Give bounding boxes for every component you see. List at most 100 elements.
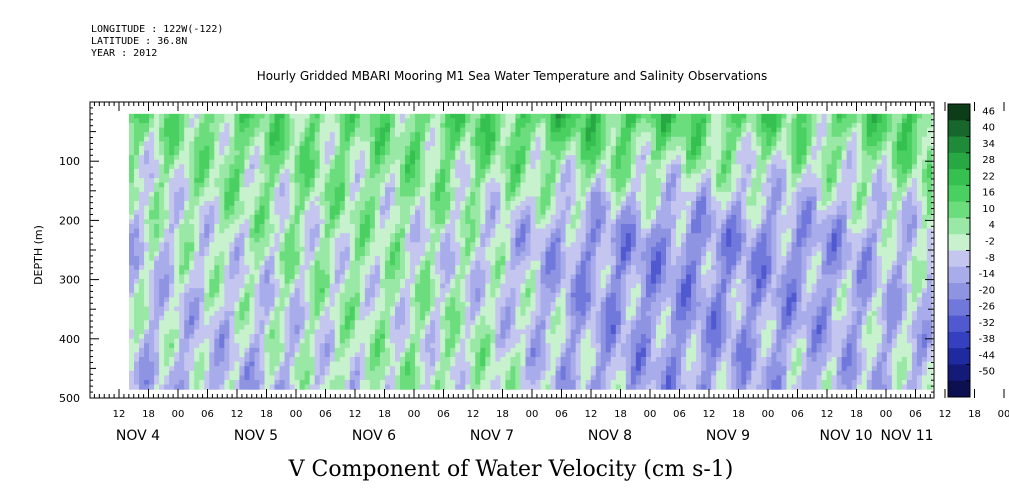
heatmap-cell xyxy=(159,182,165,188)
heatmap-cell xyxy=(214,343,220,349)
heatmap-cell xyxy=(394,196,401,202)
heatmap-cell xyxy=(349,155,356,161)
heatmap-cell xyxy=(415,311,421,317)
heatmap-cell xyxy=(234,315,241,321)
heatmap-cell xyxy=(490,260,496,266)
heatmap-cell xyxy=(400,279,406,285)
heatmap-cell xyxy=(314,288,321,294)
heatmap-cell xyxy=(510,384,517,390)
heatmap-cell xyxy=(174,132,180,138)
heatmap-cell xyxy=(515,320,522,326)
heatmap-cell xyxy=(279,324,286,331)
heatmap-cell xyxy=(495,283,501,289)
heatmap-cell xyxy=(535,274,542,280)
heatmap-cell xyxy=(394,361,401,367)
heatmap-cell xyxy=(349,136,356,142)
heatmap-cell xyxy=(440,132,446,138)
heatmap-cell xyxy=(470,246,476,253)
heatmap-cell xyxy=(149,136,155,142)
heatmap-cell xyxy=(520,260,527,266)
heatmap-cell xyxy=(334,292,341,298)
heatmap-cell xyxy=(189,375,195,381)
heatmap-cell xyxy=(199,311,205,317)
heatmap-cell xyxy=(209,269,215,276)
heatmap-cell xyxy=(304,201,311,207)
heatmap-cell xyxy=(384,366,391,372)
heatmap-cell xyxy=(194,306,200,312)
heatmap-cell xyxy=(420,223,426,230)
heatmap-cell xyxy=(234,379,241,386)
heatmap-cell xyxy=(405,352,411,358)
heatmap-cell xyxy=(475,210,481,216)
heatmap-cell xyxy=(194,155,200,161)
heatmap-cell xyxy=(244,352,251,358)
heatmap-cell xyxy=(324,210,331,216)
heatmap-cell xyxy=(359,260,366,266)
heatmap-cell xyxy=(389,210,396,216)
heatmap-cell xyxy=(535,210,542,216)
heatmap-cell xyxy=(219,113,225,120)
heatmap-cell xyxy=(505,260,512,266)
heatmap-cell xyxy=(535,329,542,335)
heatmap-cell xyxy=(394,343,401,349)
heatmap-cell xyxy=(344,311,351,317)
heatmap-cell xyxy=(445,242,451,248)
heatmap-cell xyxy=(139,279,145,285)
heatmap-cell xyxy=(274,113,281,120)
heatmap-cell xyxy=(344,347,351,354)
heatmap-cell xyxy=(314,113,321,120)
heatmap-cell xyxy=(490,375,496,381)
heatmap-cell xyxy=(460,123,466,129)
heatmap-cell xyxy=(234,256,241,262)
heatmap-cell xyxy=(374,168,381,175)
heatmap-cell xyxy=(274,315,281,321)
heatmap-cell xyxy=(420,320,426,326)
heatmap-cell xyxy=(204,347,210,354)
heatmap-cell xyxy=(229,150,235,156)
heatmap-cell xyxy=(274,306,281,312)
heatmap-cell xyxy=(389,164,396,170)
heatmap-cell xyxy=(169,306,175,312)
heatmap-cell xyxy=(234,214,241,220)
heatmap-cell xyxy=(344,246,351,253)
heatmap-cell xyxy=(405,182,411,188)
heatmap-cell xyxy=(324,338,331,344)
heatmap-cell xyxy=(319,141,326,147)
heatmap-cell xyxy=(189,265,195,271)
heatmap-cell xyxy=(269,379,276,386)
heatmap-cell xyxy=(134,205,140,211)
heatmap-cell xyxy=(184,352,190,358)
heatmap-cell xyxy=(455,366,461,372)
heatmap-cell xyxy=(384,370,391,376)
heatmap-cell xyxy=(349,283,356,289)
heatmap-cell xyxy=(149,379,155,386)
heatmap-cell xyxy=(189,205,195,211)
heatmap-cell xyxy=(259,219,266,225)
heatmap-cell xyxy=(420,205,426,211)
heatmap-cell xyxy=(490,306,496,312)
heatmap-cell xyxy=(279,127,286,133)
heatmap-cell xyxy=(294,141,301,147)
heatmap-cell xyxy=(420,127,426,133)
heatmap-cell xyxy=(445,219,451,225)
heatmap-cell xyxy=(460,329,466,335)
heatmap-cell xyxy=(470,159,476,165)
heatmap-cell xyxy=(400,361,406,367)
heatmap-cell xyxy=(139,164,145,170)
heatmap-cell xyxy=(465,136,471,142)
heatmap-cell xyxy=(535,361,542,367)
heatmap-cell xyxy=(359,191,366,198)
heatmap-cell xyxy=(289,343,296,349)
heatmap-cell xyxy=(475,288,481,294)
heatmap-cell xyxy=(259,375,266,381)
heatmap-cell xyxy=(364,329,371,335)
heatmap-cell xyxy=(184,334,190,340)
heatmap-cell xyxy=(139,205,145,211)
heatmap-cell xyxy=(349,187,356,193)
heatmap-cell xyxy=(184,311,190,317)
heatmap-cell xyxy=(244,361,251,367)
heatmap-cell xyxy=(264,357,271,363)
heatmap-cell xyxy=(199,118,205,124)
heatmap-cell xyxy=(480,260,486,266)
heatmap-cell xyxy=(510,228,517,234)
